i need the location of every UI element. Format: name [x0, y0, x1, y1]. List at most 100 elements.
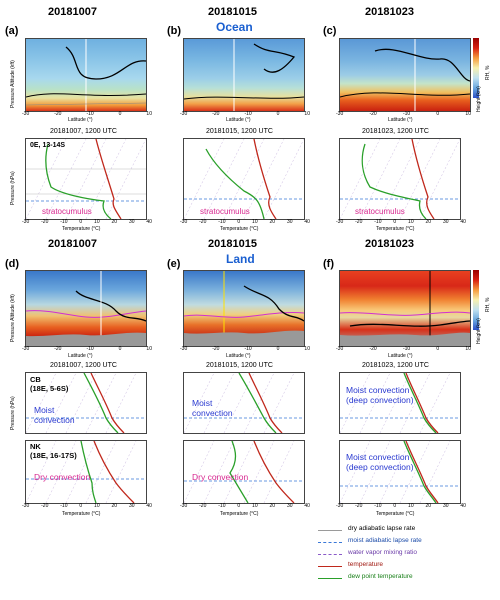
ocean-temp-label-a: Temperature (°C)	[62, 226, 101, 232]
ocean-cloud-label-c: stratocumulus	[355, 207, 405, 216]
land-skewt-lower-e	[183, 440, 305, 504]
skewt-plot	[26, 139, 146, 219]
land-sounding-title-e: 20181015, 1200 UTC	[206, 362, 273, 369]
ocean-sounding-title-c: 20181023, 1200 UTC	[362, 128, 429, 135]
ocean-cross-section-a	[25, 38, 147, 112]
date-header-a: 20181007	[48, 6, 97, 18]
ocean-temp-ticks-c: -30 -20 -10 0 10 20 30 40	[336, 219, 466, 225]
panel-label-a: (a)	[5, 25, 19, 37]
land-lat-ticks-e: -30 -20 -10 0 10	[180, 346, 310, 352]
ocean-skewt-c	[339, 138, 461, 220]
skewt-plot	[184, 441, 304, 503]
legend-swatch-dew-point	[318, 578, 342, 579]
land-latitude-label-e: Latitude (°)	[226, 353, 251, 359]
land-cross-section-e	[183, 270, 305, 347]
skewt-plot	[184, 373, 304, 433]
land-lower-label-d: Dry convection	[34, 472, 91, 482]
land-skewt-lower-d	[25, 440, 147, 504]
ocean-km-axis-label: Height (km)	[476, 86, 482, 112]
panel-label-f: (f)	[323, 258, 334, 270]
panel-label-e: (e)	[167, 258, 181, 270]
cross-section-overlay	[26, 39, 146, 111]
ocean-latitude-label-c: Latitude (°)	[388, 117, 413, 123]
ocean-sounding-location-a: 0E, 13-14S	[30, 142, 66, 149]
land-cross-section-f	[339, 270, 471, 347]
land-temp-label-f: Temperature (°C)	[376, 511, 415, 517]
panel-label-c: (c)	[323, 25, 337, 37]
land-lat-ticks-d: -30 -20 -10 0 10	[22, 346, 152, 352]
date-header-f: 20181023	[365, 238, 414, 250]
land-latitude-label-d: Latitude (°)	[68, 353, 93, 359]
legend-swatch-moist-adiabatic	[318, 542, 342, 543]
land-upper-label-d: Moist convection	[34, 405, 75, 425]
skewt-plot	[340, 373, 460, 433]
ocean-lat-ticks-c: -30 -20 -10 0 10	[336, 111, 471, 117]
date-header-b: 20181015	[208, 6, 257, 18]
ocean-skewt-b	[183, 138, 305, 220]
legend-label-mixing-ratio: water vapor mixing ratio	[348, 549, 417, 556]
land-skewt-upper-f	[339, 372, 461, 434]
land-temp-label-e: Temperature (°C)	[220, 511, 259, 517]
skewt-plot	[340, 441, 460, 503]
skewt-plot	[26, 441, 146, 503]
date-header-d: 20181007	[48, 238, 97, 250]
land-upper-label-e: Moist convection	[192, 398, 233, 418]
legend-label-dew-point: dew point temperature	[348, 573, 413, 580]
skewt-plot	[340, 139, 460, 219]
land-pressure-axis-label: Pressure (hPa)	[10, 396, 16, 430]
land-temp-ticks-e: -30 -20 -10 0 10 20 30 40	[180, 503, 310, 509]
land-skewt-lower-f	[339, 440, 461, 504]
land-sounding-title-d: 20181007, 1200 UTC	[50, 362, 117, 369]
region-label-ocean: Ocean	[216, 20, 253, 34]
land-skewt-upper-e	[183, 372, 305, 434]
land-lower-label-e: Dry convection	[192, 472, 249, 482]
skewt-plot	[184, 139, 304, 219]
land-latitude-label-f: Latitude (°)	[388, 353, 413, 359]
ocean-cloud-label-b: stratocumulus	[200, 207, 250, 216]
ocean-sounding-title-b: 20181015, 1200 UTC	[206, 128, 273, 135]
ocean-latitude-label-b: Latitude (°)	[226, 117, 251, 123]
ocean-sounding-title-a: 20181007, 1200 UTC	[50, 128, 117, 135]
ocean-latitude-label-a: Latitude (°)	[68, 117, 93, 123]
ocean-rh-colorbar	[473, 38, 479, 98]
legend-swatch-dry-adiabatic	[318, 530, 342, 531]
skewt-plot	[26, 373, 146, 433]
ocean-cross-section-c	[339, 38, 471, 112]
legend-label-dry-adiabatic: dry adiabatic lapse rate	[348, 525, 416, 532]
legend-swatch-mixing-ratio	[318, 554, 342, 555]
ocean-temp-ticks-b: -30 -20 -10 0 10 20 30 40	[180, 219, 310, 225]
land-temp-label-d: Temperature (°C)	[62, 511, 101, 517]
ocean-temp-label-b: Temperature (°C)	[220, 226, 259, 232]
land-temp-ticks-f: -30 -20 -10 0 10 20 30 40	[336, 503, 466, 509]
ocean-temp-label-c: Temperature (°C)	[376, 226, 415, 232]
ocean-lat-ticks-b: -30 -20 -10 0 10	[180, 111, 310, 117]
land-cross-section-d	[25, 270, 147, 347]
land-rh-colorbar	[473, 270, 479, 330]
land-lower-location-d: NK (18E, 16-17S)	[30, 442, 77, 460]
ocean-cross-section-b	[183, 38, 305, 112]
cross-section-overlay	[184, 271, 304, 346]
land-upper-location-d: CB (18E, 5-6S)	[30, 375, 69, 393]
land-upper-label-f: Moist convection (deep convection)	[346, 385, 414, 405]
panel-label-d: (d)	[5, 258, 20, 270]
ocean-lat-ticks-a: -30 -20 -10 0 10	[22, 111, 152, 117]
ocean-pressure-axis-label: Pressure (hPa)	[10, 171, 16, 205]
ocean-colorbar-unit: RH, %	[485, 65, 491, 80]
region-label-land: Land	[226, 252, 255, 266]
cross-section-overlay	[340, 39, 470, 111]
cross-section-overlay	[184, 39, 304, 111]
land-skewt-upper-d	[25, 372, 147, 434]
land-colorbar-unit: RH, %	[485, 297, 491, 312]
land-km-axis-label: Height (km)	[476, 318, 482, 344]
ocean-temp-ticks-a: -30 -20 -10 0 10 20 30 40	[22, 219, 152, 225]
cross-section-overlay	[340, 271, 470, 346]
land-lower-label-f: Moist convection (deep convection)	[346, 452, 414, 472]
cross-section-overlay	[26, 271, 146, 346]
date-header-c: 20181023	[365, 6, 414, 18]
date-header-e: 20181015	[208, 238, 257, 250]
ocean-cloud-label-a: stratocumulus	[42, 207, 92, 216]
land-lat-ticks-f: -30 -20 -10 0 10	[336, 346, 471, 352]
ocean-kft-axis-label: Pressure Altitude (kft)	[10, 60, 16, 108]
land-temp-ticks-d: -30 -20 -10 0 10 20 30 40	[22, 503, 152, 509]
land-kft-axis-label: Pressure Altitude (kft)	[10, 294, 16, 342]
